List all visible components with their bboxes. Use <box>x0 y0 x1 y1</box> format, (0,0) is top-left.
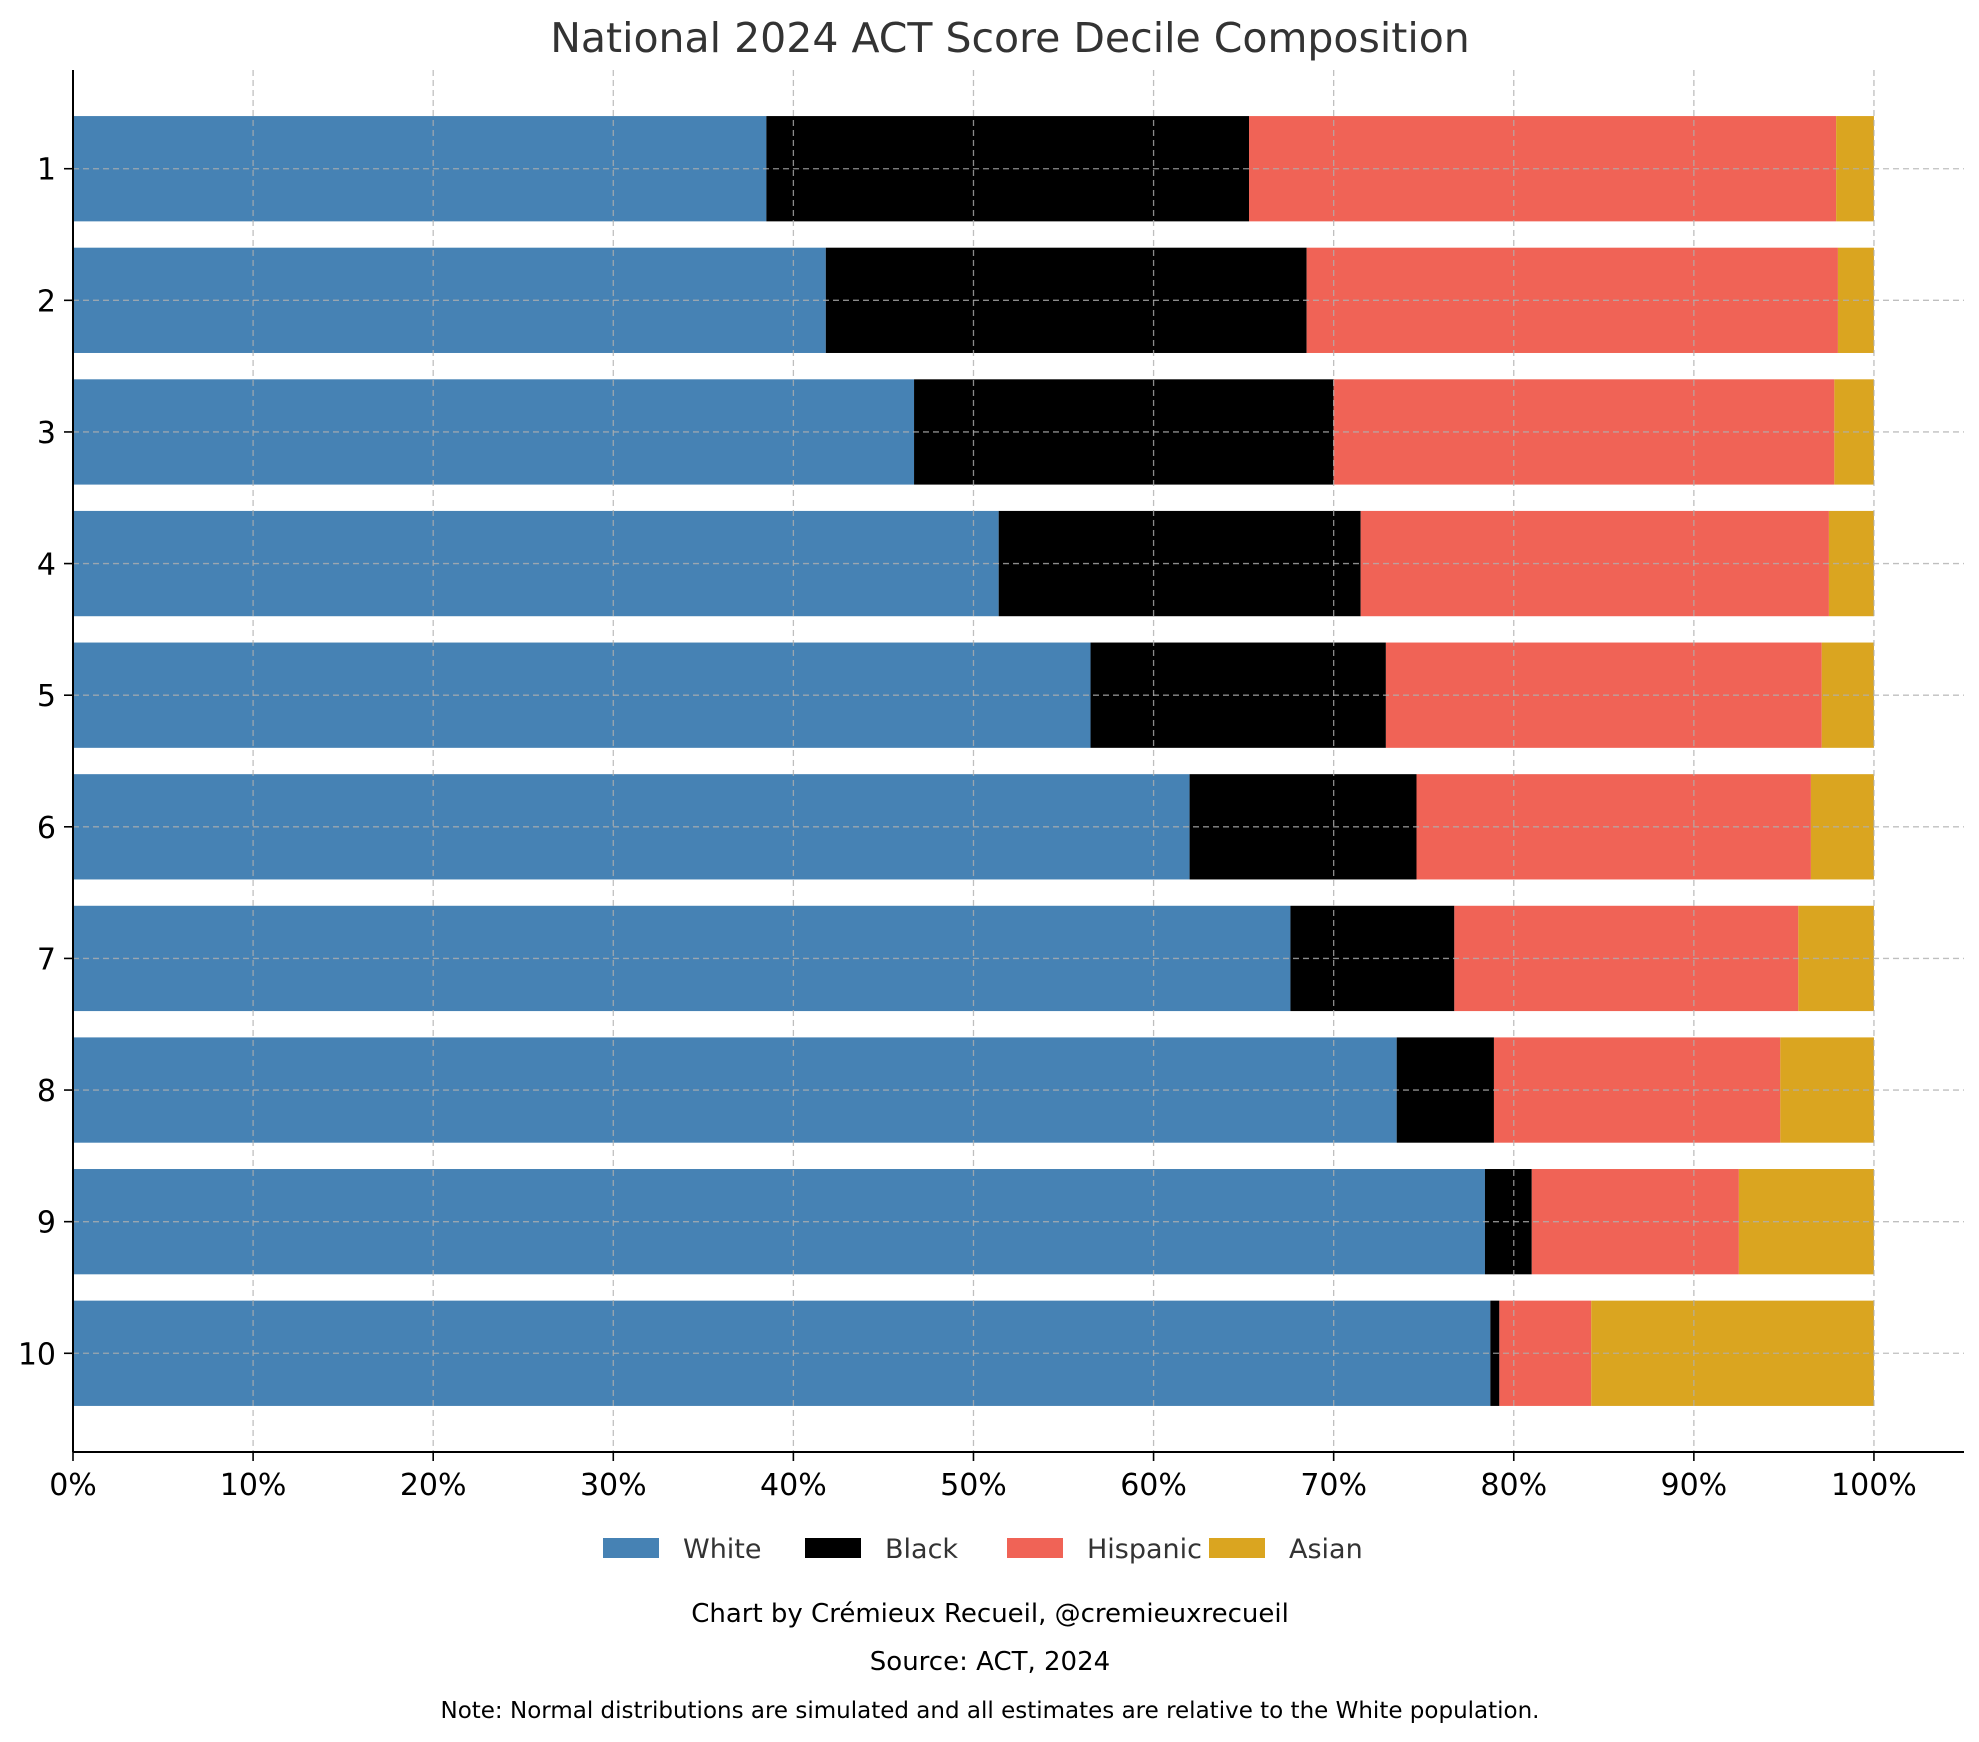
y-tick-label: 1 <box>37 153 56 188</box>
y-tick-label: 6 <box>37 811 56 846</box>
y-tick-label: 4 <box>37 548 56 583</box>
chart-title: National 2024 ACT Score Decile Compositi… <box>550 14 1470 62</box>
y-tick-labels: 1 2 3 4 5 6 7 8 9 10 <box>18 153 73 1372</box>
y-tick-label: 10 <box>18 1337 56 1372</box>
grid <box>73 70 1964 1452</box>
legend-swatch-hispanic <box>1007 1538 1063 1558</box>
legend-label-asian: Asian <box>1289 1534 1363 1565</box>
x-tick-label: 30% <box>580 1468 647 1503</box>
legend-label-black: Black <box>885 1534 958 1565</box>
y-tick-label: 3 <box>37 416 56 451</box>
bar-white-decile-6 <box>73 774 1190 880</box>
x-tick-label: 0% <box>49 1468 97 1503</box>
y-tick-label: 5 <box>37 679 56 714</box>
x-tick-label: 50% <box>940 1468 1007 1503</box>
bar-white-decile-5 <box>73 642 1091 748</box>
y-tick-label: 2 <box>37 284 56 319</box>
footer-note: Note: Normal distributions are simulated… <box>440 1698 1539 1724</box>
x-tick-label: 40% <box>760 1468 827 1503</box>
x-tick-label: 80% <box>1480 1468 1547 1503</box>
legend: White Black Hispanic Asian <box>603 1534 1363 1565</box>
legend-label-white: White <box>683 1534 762 1565</box>
footer-credit: Chart by Crémieux Recueil, @cremieuxrecu… <box>691 1599 1289 1629</box>
y-tick-label: 7 <box>37 942 56 977</box>
x-tick-labels: 0% 10% 20% 30% 40% 50% 60% 70% 80% 90% 100% <box>49 1452 1917 1503</box>
x-tick-label: 90% <box>1661 1468 1728 1503</box>
x-tick-label: 10% <box>220 1468 287 1503</box>
footer-source: Source: ACT, 2024 <box>870 1647 1110 1677</box>
x-tick-label: 60% <box>1120 1468 1187 1503</box>
y-tick-label: 9 <box>37 1206 56 1241</box>
x-tick-label: 20% <box>400 1468 467 1503</box>
legend-swatch-white <box>603 1538 659 1558</box>
legend-swatch-asian <box>1209 1538 1265 1558</box>
legend-label-hispanic: Hispanic <box>1087 1534 1202 1565</box>
legend-swatch-black <box>805 1538 861 1558</box>
x-tick-label: 100% <box>1831 1468 1917 1503</box>
x-tick-label: 70% <box>1300 1468 1367 1503</box>
bar-black-decile-4 <box>998 510 1361 617</box>
y-tick-label: 8 <box>37 1074 56 1109</box>
